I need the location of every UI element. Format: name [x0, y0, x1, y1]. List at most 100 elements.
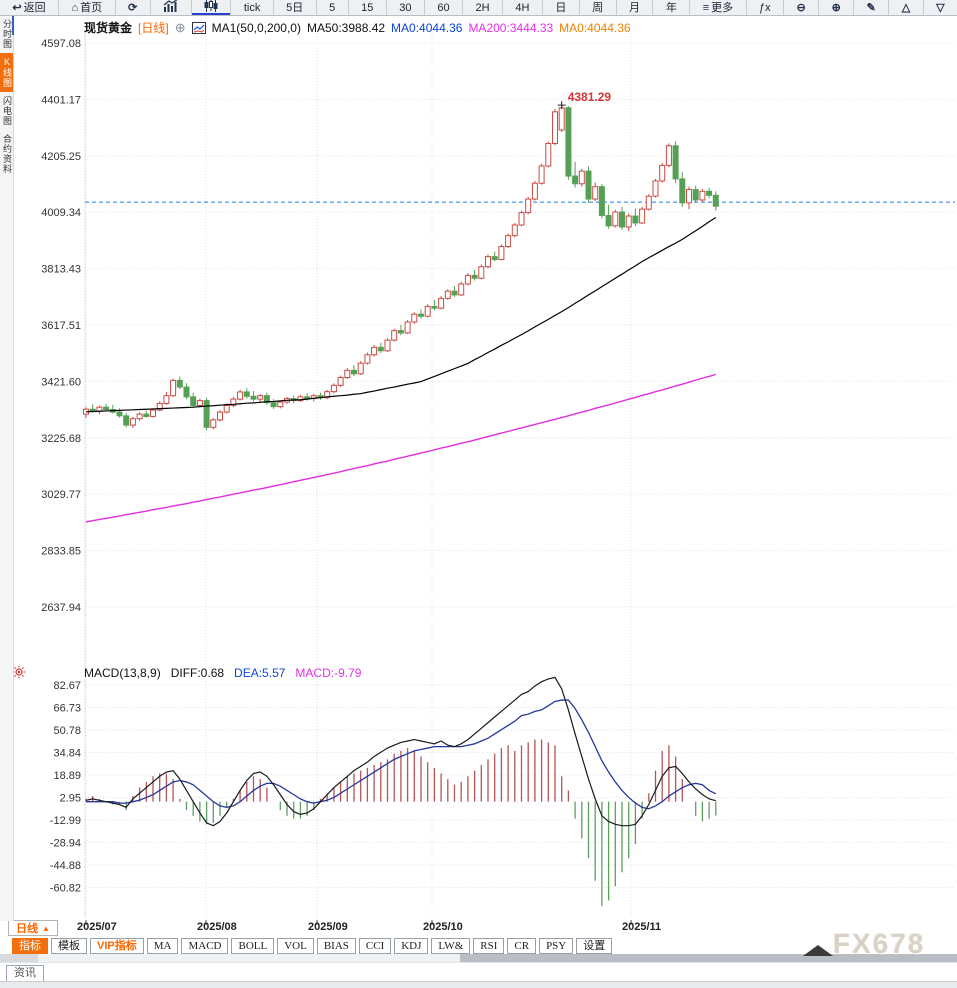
period-5-button[interactable]: 5 [317, 0, 349, 15]
rail-tab-kline-chart[interactable]: K线图 [0, 53, 13, 92]
bar-chart-icon [163, 0, 178, 16]
period-4h-button[interactable]: 4H [503, 0, 543, 15]
rail-tab-contract-info[interactable]: 合约资料 [0, 130, 13, 178]
macd-settings-sun-icon[interactable] [12, 665, 26, 684]
add-indicator-icon[interactable]: ⊕ [174, 19, 186, 35]
svg-text:3421.60: 3421.60 [41, 376, 81, 388]
zoom-in-button[interactable]: ⊕ [819, 0, 855, 15]
home-label: 首页 [80, 1, 103, 14]
scroll-up-icon: △ [901, 1, 911, 14]
period-day-label: 日 [555, 1, 567, 14]
period-30-button[interactable]: 30 [387, 0, 425, 15]
ma50-value: MA50:3988.42 [306, 20, 386, 35]
svg-text:4401.17: 4401.17 [41, 94, 81, 106]
period-week-label: 周 [592, 1, 604, 14]
indicator-tab-cci[interactable]: CCI [358, 938, 392, 954]
scrollbar-thumb[interactable] [460, 954, 957, 963]
period-day-button[interactable]: 日 [543, 0, 580, 15]
home-button[interactable]: ⌂ 首页 [59, 0, 116, 15]
indicator-tab-templates[interactable]: 模板 [51, 938, 87, 954]
news-tab[interactable]: 资讯 [6, 965, 44, 982]
indicator-tab-vol[interactable]: VOL [277, 938, 314, 954]
chart-type-rail: 分时图 K线图 闪电图 合约资料 [0, 15, 14, 921]
indicator-tab-macd[interactable]: MACD [181, 938, 229, 954]
indicator-tab-lwr[interactable]: LW& [431, 938, 471, 954]
period-tag[interactable]: [日线] [138, 21, 169, 35]
scroll-down-button[interactable]: ▽ [924, 0, 957, 15]
period-selector-label: 日线 [16, 923, 38, 935]
indicator-tab-boll[interactable]: BOLL [231, 938, 275, 954]
chart-header: 现货黄金 [日线] ⊕ MA1(50,0,200,0) MA50:3988.42… [84, 19, 631, 36]
svg-text:18.89: 18.89 [53, 770, 81, 782]
rail-tab-lightning-chart[interactable]: 闪电图 [0, 92, 13, 130]
indicator-tab-bias[interactable]: BIAS [316, 938, 356, 954]
macd-header: MACD(13,8,9) DIFF:0.68 DEA:5.57 MACD:-9.… [84, 666, 361, 680]
period-selector-button[interactable]: 日线 ▲ [8, 920, 58, 936]
indicator-fx-button[interactable]: ƒx [747, 0, 785, 15]
zoom-out-button[interactable]: ⊖ [784, 0, 820, 15]
svg-text:4597.08: 4597.08 [41, 38, 81, 50]
indicator-tab-psy[interactable]: PSY [539, 938, 574, 954]
period-month-label: 月 [629, 1, 641, 14]
indicator-tab-rsi[interactable]: RSI [473, 938, 505, 954]
svg-text:4009.34: 4009.34 [41, 207, 81, 219]
period-4h-label: 4H [515, 1, 530, 14]
x-axis-label: 2025/10 [423, 921, 463, 933]
back-icon: ↩ [12, 1, 22, 14]
ma0-blue-value: MA0:4044.36 [391, 20, 463, 35]
bottom-edge-strip [0, 981, 957, 988]
period-60-button[interactable]: 60 [425, 0, 464, 15]
x-axis-label: 2025/08 [197, 921, 237, 933]
indicator-tab-ma[interactable]: MA [146, 938, 179, 954]
svg-text:2833.85: 2833.85 [41, 546, 81, 558]
period-2h-button[interactable]: 2H [463, 0, 503, 15]
indicator-tab-indicators[interactable]: 指标 [12, 938, 48, 954]
refresh-button[interactable]: ⟳ [116, 0, 151, 15]
more-button[interactable]: ≡ 更多 [690, 0, 747, 15]
period-month-button[interactable]: 月 [617, 0, 654, 15]
macd-dea-value: DEA:5.57 [234, 666, 286, 680]
back-button[interactable]: ↩ 返回 [0, 0, 60, 15]
svg-text:-12.99: -12.99 [50, 815, 81, 827]
svg-text:34.84: 34.84 [53, 748, 81, 760]
ma0-orange-value: MA0:4044.36 [559, 20, 631, 35]
triangle-up-icon: ▲ [42, 923, 50, 933]
svg-text:2637.94: 2637.94 [41, 602, 81, 614]
svg-text:3617.51: 3617.51 [41, 320, 81, 332]
macd-name-label: MACD(13,8,9) [84, 666, 161, 680]
period-week-button[interactable]: 周 [580, 0, 617, 15]
home-icon: ⌂ [71, 1, 79, 14]
top-toolbar: ↩ 返回 ⌂ 首页 ⟳ tick 5日 5 15 30 60 2H 4H 日周月年 ≡ 更多 ƒx ⊖ ⊕ ✎ △ ▽ [0, 0, 957, 16]
svg-text:3813.43: 3813.43 [41, 264, 81, 276]
scroll-up-button[interactable]: △ [889, 0, 924, 15]
svg-text:4205.25: 4205.25 [41, 151, 81, 163]
indicator-toolbar: 指标 模板 VIP指标 MA MACD BOLL VOL BIAS CCI KDJ LW& RSI CR… [0, 938, 957, 954]
rail-tab-time-chart[interactable]: 分时图 [0, 15, 13, 53]
tick-button[interactable]: tick [231, 0, 274, 15]
svg-text:-28.94: -28.94 [50, 838, 81, 850]
indicator-tab-cr[interactable]: CR [507, 938, 537, 954]
period-5d-button[interactable]: 5日 [274, 0, 317, 15]
x-axis-label: 2025/11 [622, 921, 662, 933]
candle-chart-icon [204, 0, 218, 16]
indicator-fx-label: ƒx [759, 1, 771, 14]
rail-accent-mark [12, 15, 14, 35]
svg-text:3225.68: 3225.68 [41, 433, 81, 445]
indicator-tab-kdj[interactable]: KDJ [394, 938, 429, 954]
period-15-button[interactable]: 15 [349, 0, 387, 15]
indicator-tab-vip-indicators[interactable]: VIP指标 [90, 938, 144, 954]
draw-button[interactable]: ✎ [854, 0, 890, 15]
indicator-tab-settings[interactable]: 设置 [576, 938, 613, 954]
mini-chart-icon[interactable] [191, 21, 206, 34]
back-label: 返回 [23, 1, 46, 14]
candle-chart-button[interactable] [192, 0, 232, 15]
svg-text:-44.88: -44.88 [50, 860, 81, 872]
scrollbar-corner [0, 954, 38, 963]
period-year-button[interactable]: 年 [653, 0, 691, 15]
draw-icon: ✎ [866, 1, 876, 14]
period-60-label: 60 [437, 1, 450, 14]
bar-chart-button[interactable] [151, 0, 192, 15]
svg-text:4381.29: 4381.29 [568, 90, 612, 104]
svg-text:50.78: 50.78 [53, 725, 81, 737]
